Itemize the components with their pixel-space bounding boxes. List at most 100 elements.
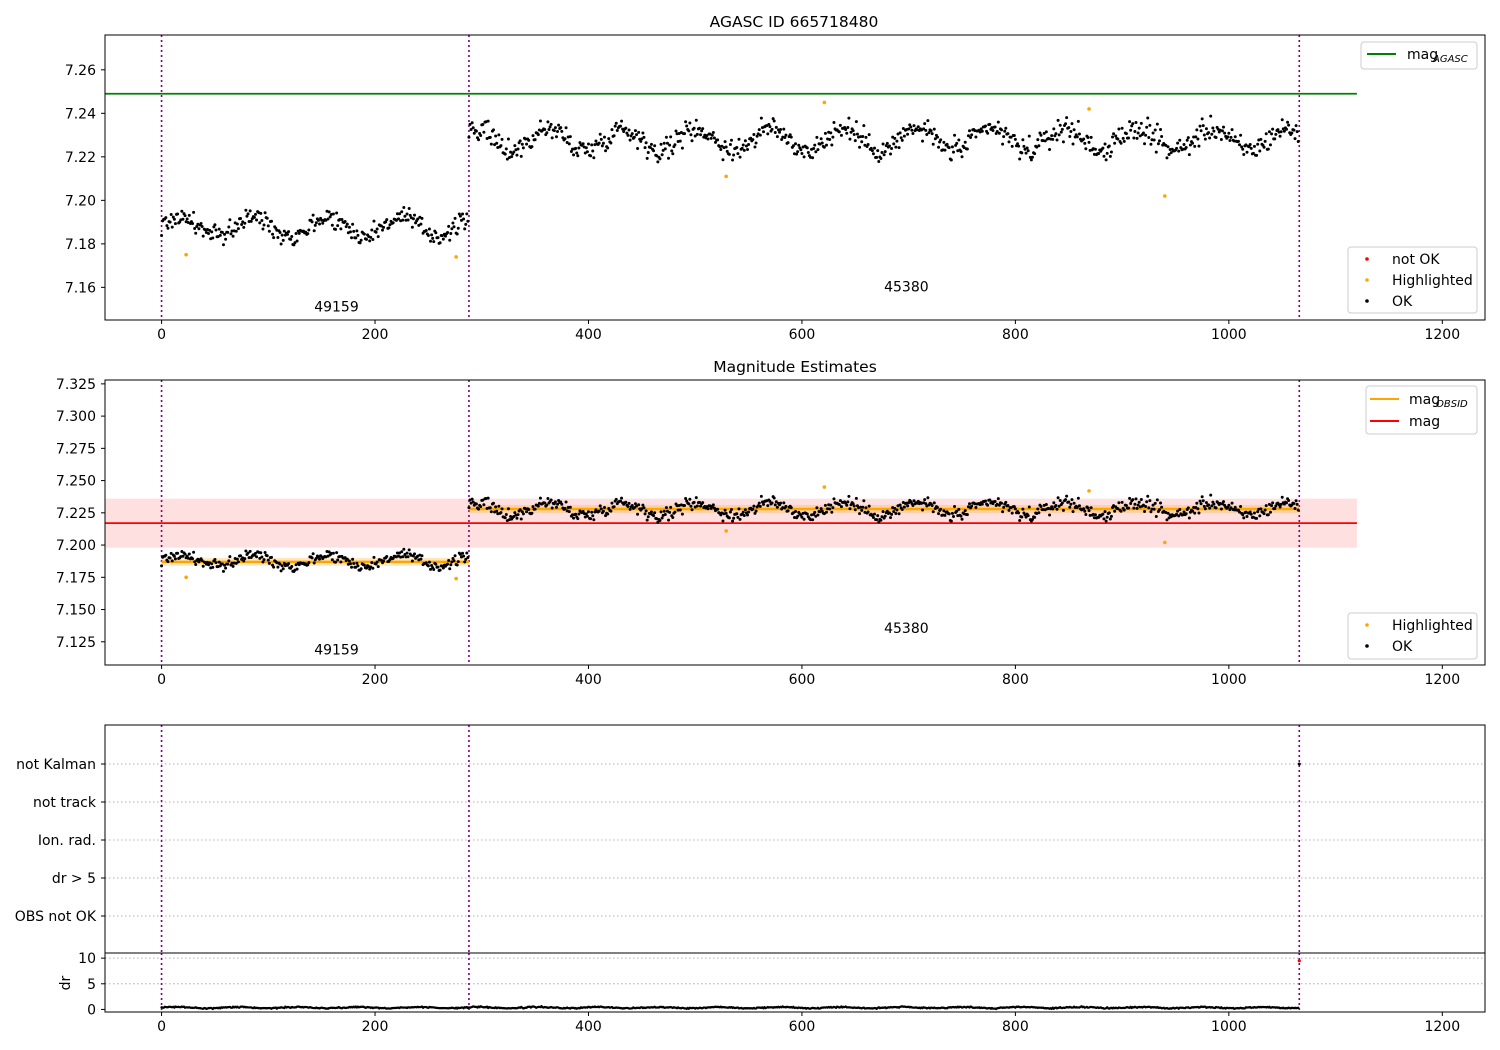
data-point-ok [1284,127,1288,131]
data-point-ok [813,143,817,147]
data-point-ok [937,512,941,516]
data-point-ok [678,508,682,512]
legend-label: Highlighted [1392,273,1473,289]
data-point-ok [432,240,436,244]
data-point-ok [601,509,605,513]
data-point-ok [589,517,593,521]
data-point-ok [1223,131,1227,135]
data-point-ok [391,221,395,225]
data-point-ok [782,127,786,131]
data-point-ok [1207,131,1211,135]
data-point-ok [441,566,445,570]
data-point-ok [1117,501,1121,505]
data-point-ok [640,137,644,141]
data-point-ok [228,555,232,559]
data-point-ok [214,228,218,232]
data-point-ok [1230,128,1234,132]
data-point-ok [569,150,573,154]
data-point-ok [312,561,316,565]
data-point-ok [272,565,276,569]
data-point-ok [660,153,664,157]
data-point-ok [1256,142,1260,146]
data-point-ok [1226,135,1230,139]
data-point-ok [1151,503,1155,507]
data-point-ok [828,138,832,142]
data-point-ok [1071,510,1075,514]
data-point-ok [451,556,455,560]
data-point-ok [1035,145,1039,149]
y-tick-label: 7.200 [56,538,96,554]
data-point-ok [376,235,380,239]
data-point-ok [364,237,368,241]
data-point-ok [1127,506,1131,510]
data-point-ok [802,517,806,521]
data-point-ok [1203,507,1207,511]
data-point-ok [875,155,879,159]
data-point-ok [245,214,249,218]
data-point-ok [646,515,650,519]
data-point-ok [192,210,196,214]
y-tick-label: 7.225 [56,506,96,522]
data-point-ok [424,228,428,232]
data-point-ok [524,507,528,511]
data-point-ok [518,508,522,512]
x-tick-label: 0 [157,672,166,688]
data-point-ok [1197,511,1201,515]
data-point-ok [547,127,551,131]
data-point-ok [680,146,684,150]
data-point-ok [160,564,164,568]
data-point-ok [261,560,265,564]
data-point-ok [557,123,561,127]
data-point-ok [684,120,688,124]
data-point-ok [1070,498,1074,502]
y-tick-label: 7.18 [65,237,96,253]
data-point-ok [1137,500,1141,504]
data-point-ok [554,505,558,509]
data-point-ok [1051,137,1055,141]
data-point-ok [939,507,943,511]
data-point-ok [729,138,733,142]
data-point-ok [736,152,740,156]
data-point-ok [348,230,352,234]
data-point-ok [465,212,469,216]
data-point-ok [774,125,778,129]
data-point-ok [830,510,834,514]
data-point-ok [455,232,459,236]
data-point-ok [1093,513,1097,517]
data-point-ok [1159,501,1163,505]
data-point-highlighted [1163,540,1167,545]
data-point-ok [673,143,677,147]
obsid-label: 45380 [884,621,929,637]
data-point-ok [224,237,228,241]
data-point-ok [838,123,842,127]
data-point-ok [1286,120,1290,124]
data-point-ok [279,569,283,573]
data-point-ok [169,551,173,555]
data-point-ok [221,569,225,573]
data-point-ok [1054,132,1058,136]
data-point-ok [755,134,759,138]
data-point-ok [194,563,198,567]
data-point-ok [552,129,556,133]
data-point-ok [1039,504,1043,508]
data-point-highlighted [724,529,728,533]
data-point-ok [1241,513,1245,517]
data-point-ok [1232,508,1236,512]
data-point-ok [668,143,672,147]
data-point-ok [624,126,628,130]
data-point-ok [909,125,913,129]
data-point-ok [811,156,815,160]
data-point-ok [1191,509,1195,513]
data-point-ok [815,135,819,139]
data-point-ok [1120,126,1124,130]
data-point-ok [1071,142,1075,146]
data-point-ok [1157,139,1161,143]
data-point-ok [609,141,613,145]
data-point-ok [1083,509,1087,513]
data-point-ok [187,552,191,556]
data-point-ok [864,506,868,510]
data-point-ok [525,142,529,146]
data-point-ok [1259,507,1263,511]
data-point-ok [515,516,519,520]
